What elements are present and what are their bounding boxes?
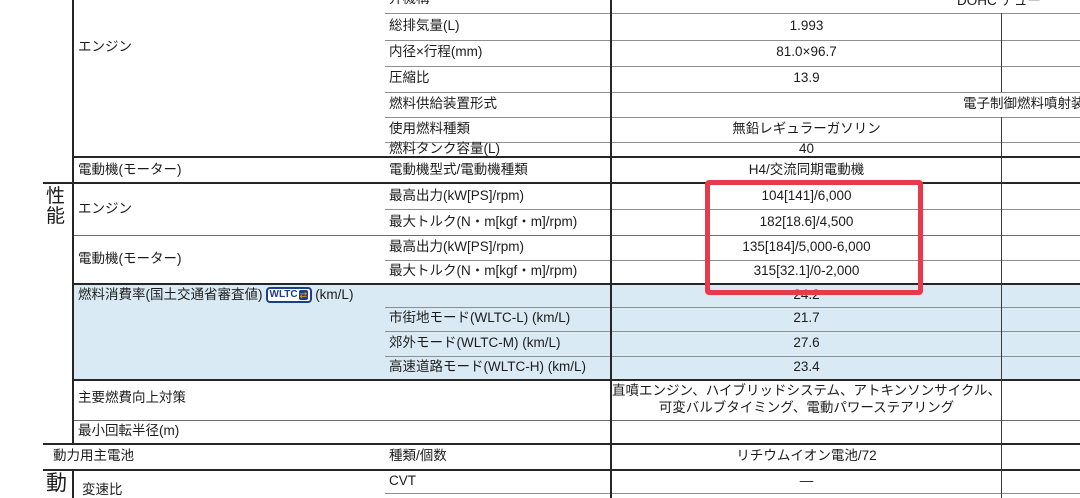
compression-ratio-spec-name: 圧縮比 <box>389 70 430 85</box>
motor-type-value: H4/交流同期電動機 <box>748 162 865 177</box>
drivetrain-group-label: 動 <box>46 472 67 495</box>
wltc-h-spec-name: 高速道路モード(WLTC-H) (km/L) <box>389 359 586 374</box>
battery-group-label: 動力用主電池 <box>53 448 134 463</box>
compression-ratio-value: 13.9 <box>793 70 820 85</box>
displacement-value: 1.993 <box>789 18 824 33</box>
h-divider <box>385 142 1080 143</box>
fuel-type-value: 無鉛レギュラーガソリン <box>732 121 881 136</box>
fuel-economy-label-suffix: (km/L) <box>315 287 354 302</box>
fuel-improvement-value-line1: 直噴エンジン、ハイブリッドシステム、アトキンソンサイクル、 <box>612 383 1001 398</box>
wltc-l-value: 21.7 <box>793 310 820 325</box>
v-divider <box>1001 117 1002 498</box>
valve-mechanism-spec-name: 弁機構 <box>389 0 430 7</box>
fuel-economy-blue-band <box>74 284 1080 380</box>
wltc-l-spec-name: 市街地モード(WLTC-L) (km/L) <box>389 310 571 325</box>
fuel-supply-spec-name: 燃料供給装置形式 <box>389 96 497 111</box>
fuel-improvement-label: 主要燃費向上対策 <box>78 390 186 405</box>
motor-max-torque-spec-name: 最大トルク(N・m[kgf・m]/rpm) <box>389 263 578 278</box>
valve-mechanism-value: DOHC チュー <box>957 0 1041 8</box>
wltc-m-spec-name: 郊外モード(WLTC-M) (km/L) <box>389 335 561 350</box>
h-divider <box>385 331 1080 332</box>
h-divider <box>385 493 1080 494</box>
engine-max-torque-value: 182[18.6]/4,500 <box>759 214 854 229</box>
h-divider <box>385 260 1080 261</box>
wltc-arrows-icon: ⇄ <box>298 289 309 300</box>
fuel-tank-spec-name: 燃料タンク容量(L) <box>389 141 500 156</box>
performance-group-label: 性能 <box>46 186 66 227</box>
group-divider <box>73 283 1080 285</box>
v-divider <box>610 0 612 498</box>
h-divider <box>385 66 1080 67</box>
fuel-tank-value: 40 <box>798 141 815 156</box>
fuel-supply-value: 電子制御燃料噴射装置 <box>963 96 1080 111</box>
h-divider <box>385 307 1080 308</box>
h-divider <box>385 356 1080 357</box>
fuel-improvement-value-line2: 可変バルブタイミング、電動パワーステアリング <box>658 400 955 415</box>
group-divider <box>43 182 1080 184</box>
gear-ratio-label: 変速比 <box>82 482 123 497</box>
v-divider <box>72 0 74 443</box>
wltc-badge: WLTC ⇄ <box>265 287 313 303</box>
perf-motor-label: 電動機(モーター) <box>78 251 182 266</box>
fuel-type-spec-name: 使用燃料種類 <box>389 121 470 136</box>
perf-engine-label: エンジン <box>78 201 132 216</box>
h-divider <box>73 420 1080 421</box>
wltc-h-value: 23.4 <box>793 359 820 374</box>
group-divider <box>73 379 1080 381</box>
group-divider <box>43 443 1080 445</box>
h-divider <box>385 92 1080 93</box>
wltc-badge-text: WLTC <box>269 289 298 300</box>
group-divider <box>43 469 1080 471</box>
fuel-improvement-value: 直噴エンジン、ハイブリッドシステム、アトキンソンサイクル、 可変バルブタイミング… <box>611 382 1002 416</box>
v-divider <box>72 469 74 498</box>
motor-max-output-spec-name: 最高出力(kW[PS]/rpm) <box>389 239 524 254</box>
fuel-economy-label-prefix: 燃料消費率(国土交通省審査値) <box>78 287 263 302</box>
battery-value: リチウムイオン電池/72 <box>736 448 877 463</box>
highlight-red-box <box>705 180 923 295</box>
motor-max-output-value: 135[184]/5,000-6,000 <box>742 239 871 254</box>
motor-type-spec-name: 電動機型式/電動機種類 <box>389 162 528 177</box>
displacement-spec-name: 総排気量(L) <box>389 18 460 33</box>
motor-group-label: 電動機(モーター) <box>78 162 182 177</box>
wltc-m-value: 27.6 <box>793 335 820 350</box>
engine-max-output-value: 104[141]/6,000 <box>761 188 852 203</box>
h-divider <box>385 117 1080 118</box>
cvt-spec-name: CVT <box>389 473 416 488</box>
h-divider <box>385 13 1080 14</box>
v-divider <box>1001 13 1002 92</box>
bore-stroke-value: 81.0×96.7 <box>776 44 837 59</box>
bore-stroke-spec-name: 内径×行程(mm) <box>389 44 483 59</box>
fuel-economy-label: 燃料消費率(国土交通省審査値) WLTC ⇄ (km/L) <box>78 287 353 303</box>
turning-radius-label: 最小回転半径(m) <box>78 423 180 438</box>
h-divider <box>385 209 1080 210</box>
motor-max-torque-value: 315[32.1]/0-2,000 <box>753 263 860 278</box>
battery-spec-name: 種類/個数 <box>389 448 447 463</box>
group-divider <box>73 156 1080 158</box>
engine-group-label: エンジン <box>78 39 132 54</box>
h-divider <box>73 235 1080 236</box>
h-divider <box>385 40 1080 41</box>
cvt-value: — <box>799 473 814 488</box>
engine-max-output-spec-name: 最高出力(kW[PS]/rpm) <box>389 188 524 203</box>
engine-max-torque-spec-name: 最大トルク(N・m[kgf・m]/rpm) <box>389 214 578 229</box>
